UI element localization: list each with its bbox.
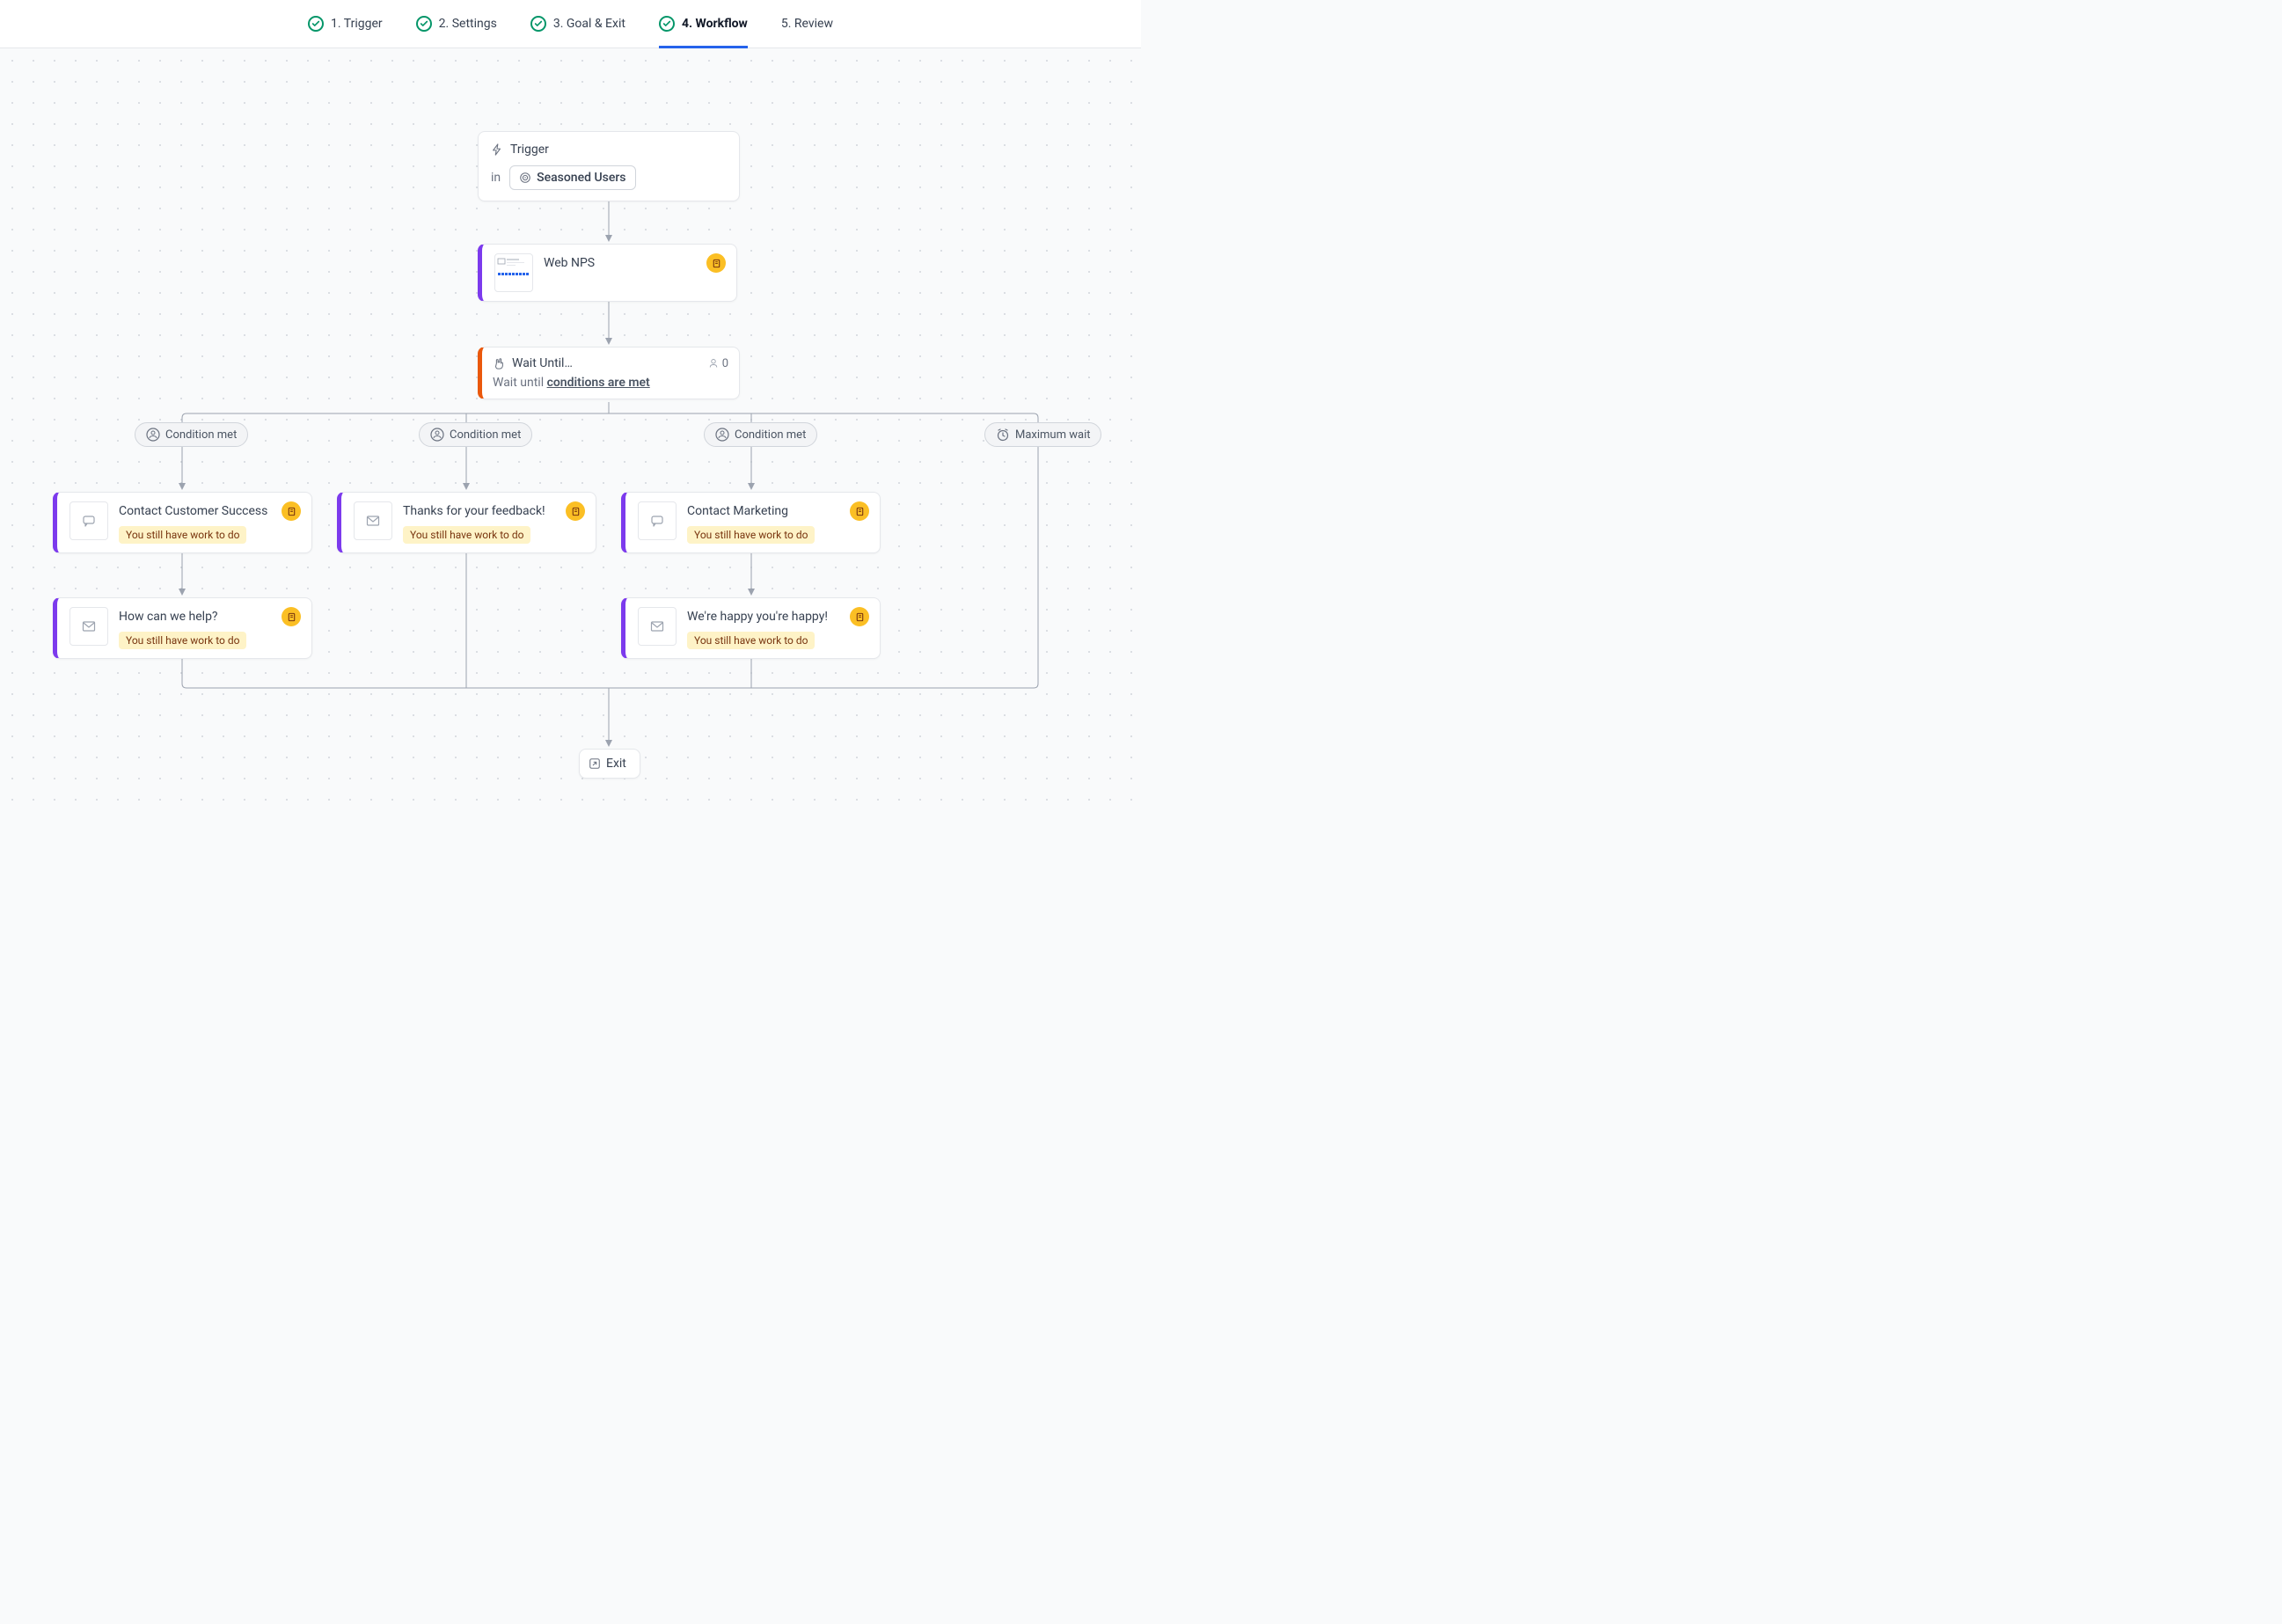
branch-label-4[interactable]: Maximum wait xyxy=(984,422,1101,447)
nps-thumbnail xyxy=(494,253,533,292)
how-help-node[interactable]: How can we help? You still have work to … xyxy=(53,597,312,659)
exit-node[interactable]: Exit xyxy=(579,749,640,779)
branch-label-text: Condition met xyxy=(735,428,806,442)
chat-icon xyxy=(650,514,664,528)
branch-label-text: Maximum wait xyxy=(1015,428,1090,442)
mail-icon xyxy=(366,515,380,527)
draft-badge-icon xyxy=(282,607,301,626)
branch-label-2[interactable]: Condition met xyxy=(419,422,532,447)
exit-label: Exit xyxy=(606,757,626,771)
workflow-canvas[interactable]: Trigger in Seasoned Users xyxy=(0,48,1141,812)
clock-icon xyxy=(996,428,1010,442)
draft-badge-icon xyxy=(706,253,726,273)
check-icon xyxy=(530,16,546,32)
mail-thumbnail xyxy=(69,607,108,646)
step-trigger[interactable]: 1. Trigger xyxy=(308,0,383,48)
happy-node[interactable]: We're happy you're happy! You still have… xyxy=(621,597,881,659)
branch-label-1[interactable]: Condition met xyxy=(135,422,248,447)
step-workflow[interactable]: 4. Workflow xyxy=(659,0,748,48)
lightning-icon xyxy=(491,143,503,156)
step-label: 3. Goal & Exit xyxy=(553,17,625,31)
branch-label-text: Condition met xyxy=(450,428,521,442)
check-icon xyxy=(659,16,675,32)
wait-title: Wait Until… xyxy=(512,356,573,370)
nps-preview-icon xyxy=(496,257,531,289)
chat-icon xyxy=(82,514,96,528)
target-icon xyxy=(519,172,531,184)
check-icon xyxy=(308,16,324,32)
segment-chip[interactable]: Seasoned Users xyxy=(509,165,635,190)
person-icon xyxy=(708,358,719,369)
check-icon xyxy=(416,16,432,32)
stepper: 1. Trigger 2. Settings 3. Goal & Exit 4.… xyxy=(0,0,1141,48)
step-label: 4. Workflow xyxy=(682,17,748,31)
node-title: Contact Customer Success xyxy=(119,504,267,518)
step-label: 5. Review xyxy=(781,17,833,31)
exit-icon xyxy=(589,757,601,770)
node-title: Web NPS xyxy=(544,256,595,270)
contact-cs-node[interactable]: Contact Customer Success You still have … xyxy=(53,492,312,553)
draft-badge-icon xyxy=(282,501,301,521)
mail-icon xyxy=(650,620,664,633)
user-check-icon xyxy=(146,428,160,442)
warn-badge: You still have work to do xyxy=(687,526,815,544)
draft-badge-icon xyxy=(850,501,869,521)
step-settings[interactable]: 2. Settings xyxy=(416,0,497,48)
mail-thumbnail xyxy=(638,607,677,646)
warn-badge: You still have work to do xyxy=(403,526,530,544)
trigger-node[interactable]: Trigger in Seasoned Users xyxy=(478,131,740,201)
step-label: 1. Trigger xyxy=(331,17,383,31)
hand-icon xyxy=(493,357,505,369)
draft-badge-icon xyxy=(566,501,585,521)
step-label: 2. Settings xyxy=(439,17,497,31)
node-title: Thanks for your feedback! xyxy=(403,504,545,518)
warn-badge: You still have work to do xyxy=(119,526,246,544)
wait-node[interactable]: Wait Until… 0 Wait until conditions are … xyxy=(478,347,740,399)
trigger-header: Trigger xyxy=(491,143,727,157)
user-check-icon xyxy=(430,428,444,442)
chat-thumbnail xyxy=(69,501,108,540)
branch-label-3[interactable]: Condition met xyxy=(704,422,817,447)
warn-badge: You still have work to do xyxy=(119,632,246,649)
web-nps-node[interactable]: Web NPS xyxy=(478,244,737,302)
wait-count: 0 xyxy=(722,357,728,370)
branch-label-text: Condition met xyxy=(165,428,237,442)
step-goal-exit[interactable]: 3. Goal & Exit xyxy=(530,0,625,48)
node-title: Contact Marketing xyxy=(687,504,788,518)
node-title: We're happy you're happy! xyxy=(687,610,828,624)
thanks-feedback-node[interactable]: Thanks for your feedback! You still have… xyxy=(337,492,596,553)
warn-badge: You still have work to do xyxy=(687,632,815,649)
wait-subtitle: Wait until conditions are met xyxy=(493,376,728,390)
node-title: How can we help? xyxy=(119,610,218,624)
contact-marketing-node[interactable]: Contact Marketing You still have work to… xyxy=(621,492,881,553)
mail-thumbnail xyxy=(354,501,392,540)
mail-icon xyxy=(82,620,96,633)
chat-thumbnail xyxy=(638,501,677,540)
draft-badge-icon xyxy=(850,607,869,626)
user-check-icon xyxy=(715,428,729,442)
segment-name: Seasoned Users xyxy=(537,171,625,185)
trigger-condition: in Seasoned Users xyxy=(491,165,727,190)
step-review[interactable]: 5. Review xyxy=(781,0,833,48)
trigger-prefix: in xyxy=(491,171,501,185)
trigger-label: Trigger xyxy=(510,143,549,157)
wait-conditions-link[interactable]: conditions are met xyxy=(547,376,650,390)
